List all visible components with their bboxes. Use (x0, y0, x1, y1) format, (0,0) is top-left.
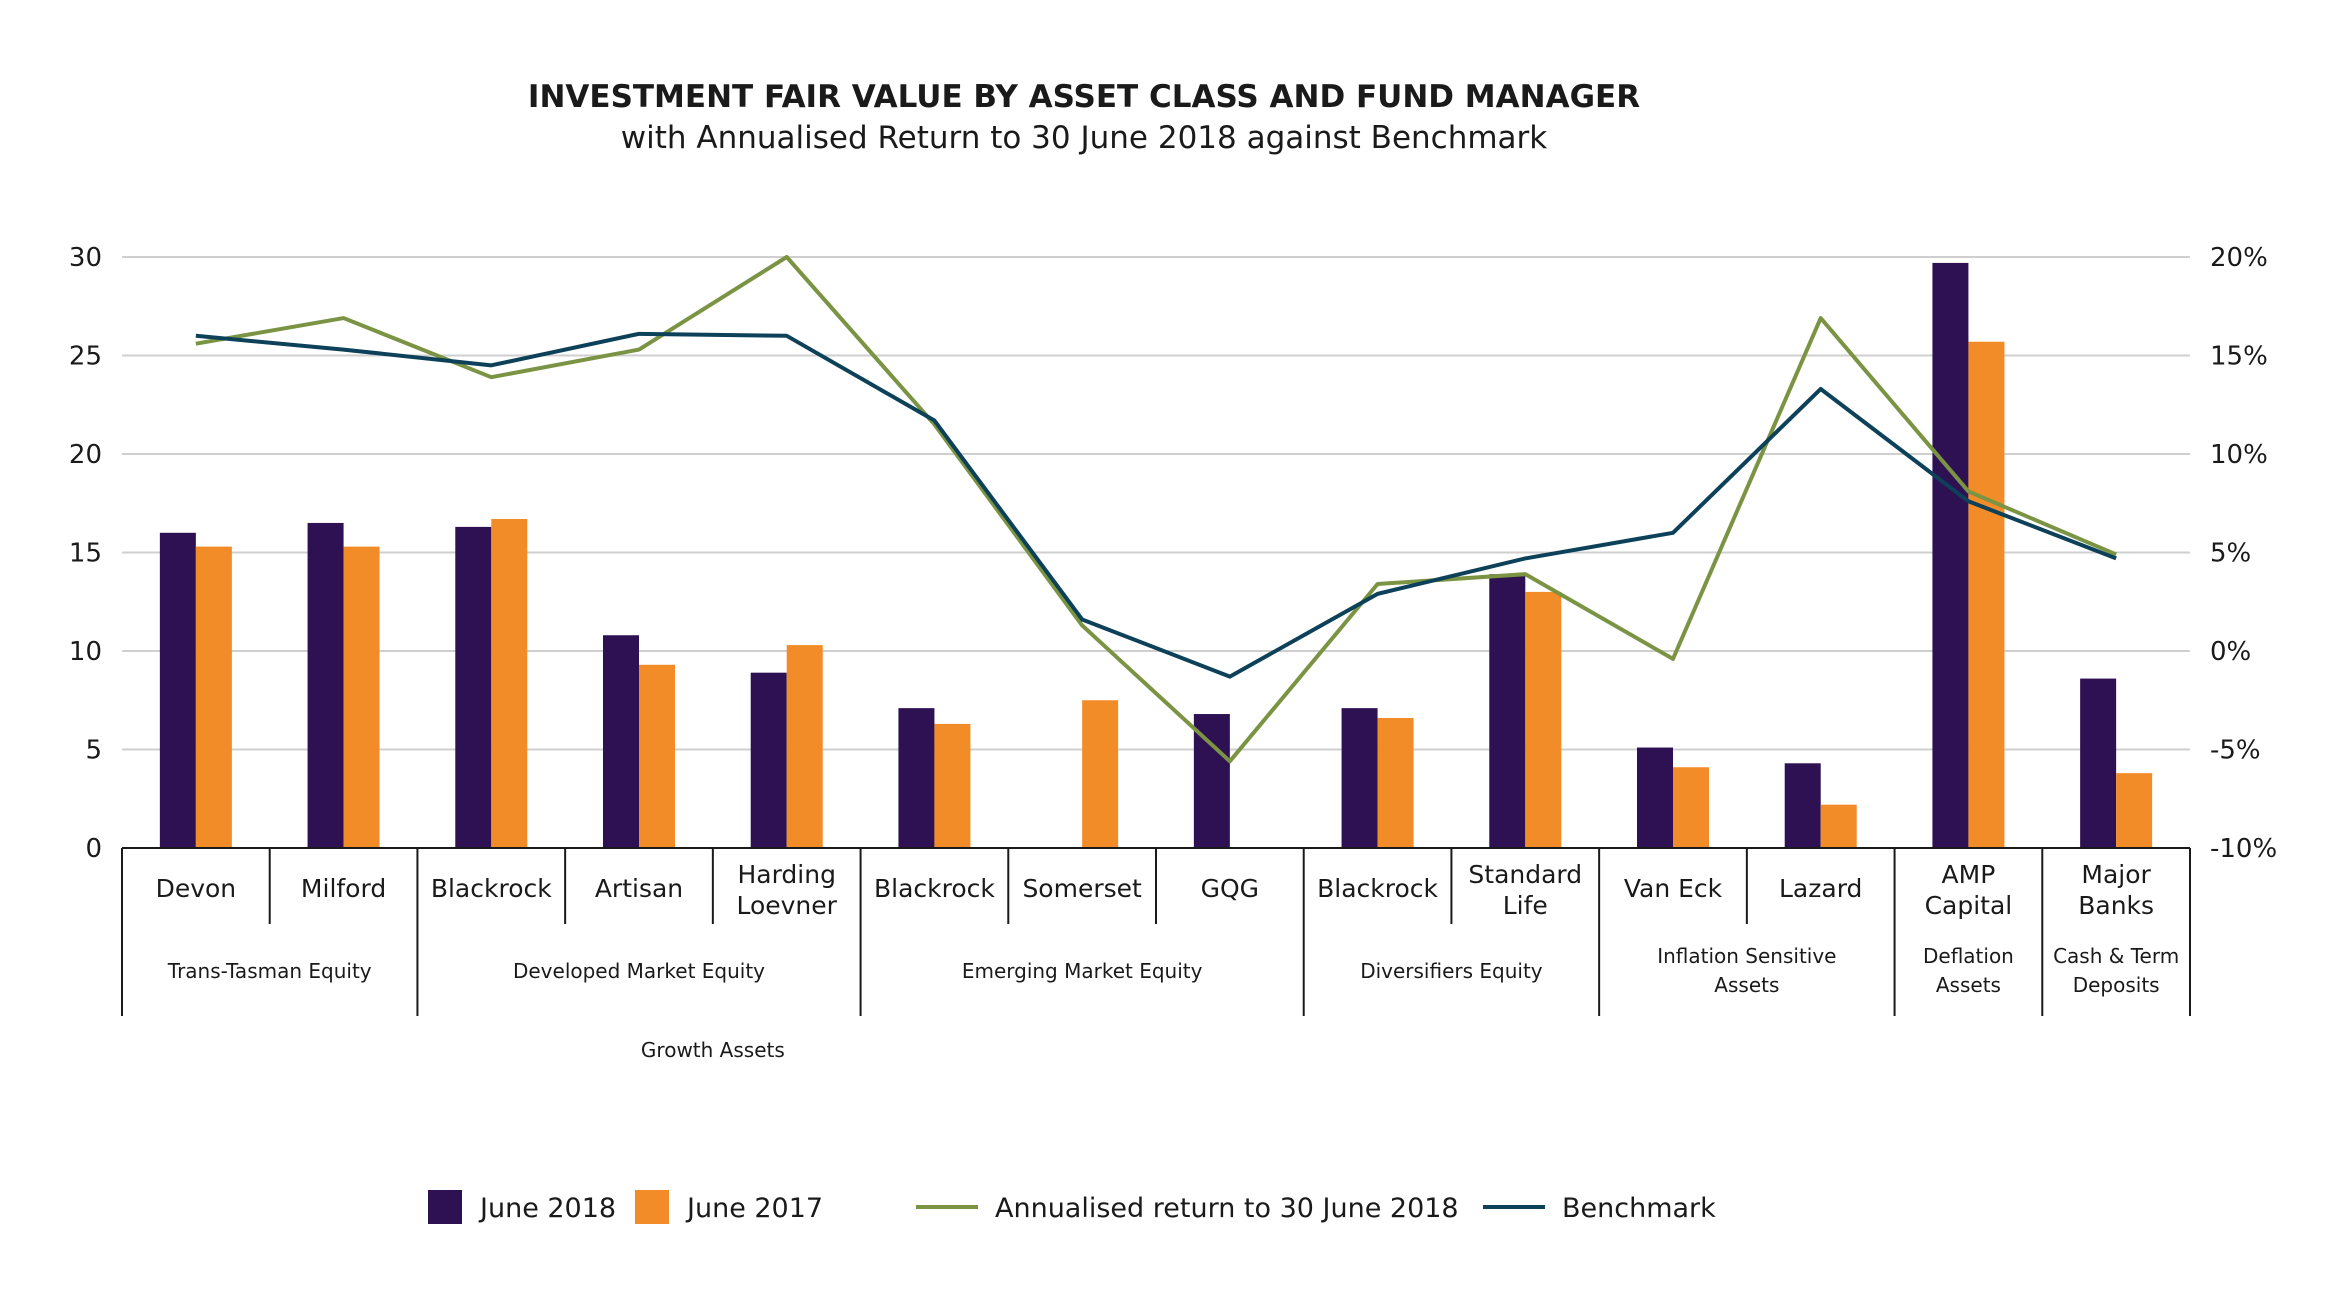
line-benchmark (195, 331, 2117, 679)
bar-june-2017 (1968, 341, 2005, 848)
group-label: Deflation Assets (1923, 944, 2014, 997)
bar-june-2018 (159, 532, 196, 848)
category-label: Lazard (1779, 874, 1862, 903)
group-label: Cash & Term Deposits (2053, 944, 2179, 997)
legend-label: June 2018 (478, 1193, 616, 1224)
category-label: Major Banks (2078, 860, 2154, 920)
bar-june-2018 (1932, 262, 1969, 848)
bar-june-2018 (898, 708, 935, 848)
category-label: Standard Life (1468, 860, 1582, 920)
left-tick-label: 5 (85, 736, 102, 766)
category-label: Blackrock (431, 874, 552, 903)
category-axis: Devon Milford Blackrock Artisan Harding Loevn… (121, 847, 2191, 1062)
left-tick-label: 25 (69, 342, 102, 372)
bar-june-2018 (1341, 708, 1378, 848)
bars (159, 262, 2153, 848)
right-axis: -10% -5% 0% 5% 10% 15% 20% (2210, 243, 2277, 864)
group-label: Inflation Sensitive Assets (1657, 944, 1836, 997)
bar-june-2018 (2080, 678, 2117, 848)
bar-june-2018 (307, 522, 344, 848)
bar-june-2018 (750, 672, 787, 848)
chart-subtitle: with Annualised Return to 30 June 2018 a… (621, 120, 1548, 156)
left-tick-label: 15 (69, 539, 102, 569)
bar-june-2017 (195, 546, 232, 848)
bar-june-2017 (786, 645, 823, 848)
category-label: Harding Loevner (736, 860, 837, 920)
super-group-label: Growth Assets (641, 1038, 785, 1062)
left-tick-label: 30 (69, 243, 102, 273)
bar-june-2017 (491, 519, 528, 848)
group-label: Diversifiers Equity (1360, 959, 1543, 983)
bar-june-2017 (1377, 717, 1414, 848)
group-label: Developed Market Equity (513, 959, 765, 983)
left-tick-label: 0 (85, 834, 102, 864)
bar-june-2018 (1784, 763, 1821, 848)
legend: June 2018 June 2017 Annualised return to 3… (428, 1190, 1716, 1224)
bar-june-2018 (455, 526, 492, 848)
category-label: GQG (1201, 874, 1259, 903)
category-label: Blackrock (1317, 874, 1438, 903)
right-tick-label: 5% (2210, 539, 2251, 569)
chart-title: INVESTMENT FAIR VALUE BY ASSET CLASS AND… (528, 79, 1640, 115)
right-tick-label: -5% (2210, 736, 2261, 766)
category-label: AMP Capital (1925, 860, 2013, 920)
legend-label: Benchmark (1562, 1193, 1716, 1224)
group-label: Trans-Tasman Equity (167, 959, 372, 983)
lines (195, 255, 2117, 764)
left-axis: 0 5 10 15 20 25 30 (69, 243, 102, 864)
left-tick-label: 10 (69, 637, 102, 667)
gridlines (122, 256, 2190, 849)
legend-label: June 2017 (685, 1193, 823, 1224)
line-annualised-return-to-30-june-2018 (195, 255, 2117, 764)
bar-june-2017 (1525, 591, 1562, 848)
right-tick-label: 20% (2210, 243, 2268, 273)
category-label: Van Eck (1624, 874, 1723, 903)
group-label: Emerging Market Equity (962, 959, 1203, 983)
right-tick-label: 10% (2210, 440, 2268, 470)
category-label: Artisan (595, 874, 683, 903)
legend-swatch (635, 1190, 669, 1224)
right-tick-label: 0% (2210, 637, 2251, 667)
bar-june-2017 (2116, 773, 2153, 848)
bar-june-2018 (603, 635, 639, 848)
left-tick-label: 20 (69, 440, 102, 470)
right-tick-label: -10% (2210, 834, 2277, 864)
legend-swatch (428, 1190, 462, 1224)
right-tick-label: 15% (2210, 342, 2268, 372)
bar-june-2017 (343, 546, 380, 848)
bar-june-2017 (639, 664, 675, 848)
legend-label: Annualised return to 30 June 2018 (995, 1193, 1459, 1224)
category-label: Devon (156, 874, 237, 903)
bar-june-2017 (1082, 700, 1119, 848)
bar-june-2018 (1637, 747, 1673, 848)
bar-june-2017 (1820, 804, 1857, 848)
category-label: Somerset (1022, 874, 1142, 903)
category-label: Milford (301, 874, 386, 903)
category-label: Blackrock (874, 874, 995, 903)
bar-june-2017 (1673, 767, 1709, 848)
bar-june-2018 (1489, 574, 1526, 848)
bar-june-2017 (934, 723, 971, 848)
